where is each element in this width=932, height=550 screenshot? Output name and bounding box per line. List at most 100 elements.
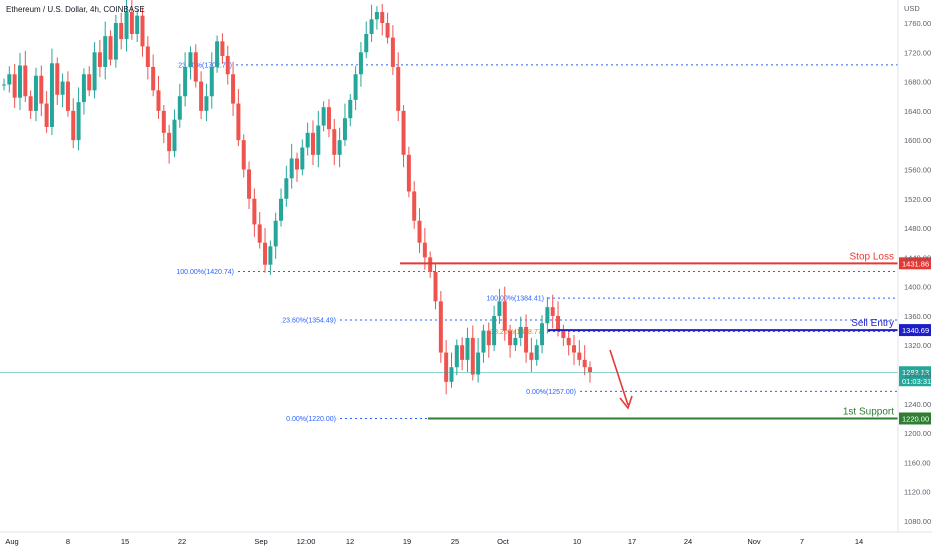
candle-body <box>145 46 150 67</box>
candle-body <box>140 15 145 47</box>
candle-body <box>332 129 337 155</box>
candle-body <box>60 81 65 95</box>
candle-body <box>284 178 289 199</box>
time-tick-label: Aug <box>5 537 18 546</box>
candle-body <box>129 12 134 34</box>
price-tick-label: 1520.00 <box>904 195 931 204</box>
candle-body <box>433 272 438 302</box>
candle-body <box>124 12 129 40</box>
candle-body <box>513 337 518 346</box>
candle-body <box>342 118 347 141</box>
candle-body <box>289 158 294 179</box>
arrow-head <box>619 395 633 410</box>
level-tag <box>899 257 931 270</box>
time-tick-label: 10 <box>573 537 581 546</box>
candle-body <box>252 198 257 225</box>
candle-body <box>231 74 236 104</box>
candle-body <box>321 107 326 126</box>
candle-body <box>103 36 108 67</box>
chart-title: Ethereum / U.S. Dollar, 4h, COINBASE <box>6 5 145 14</box>
candle-body <box>183 66 188 97</box>
candle-body <box>572 345 577 353</box>
price-tick-label: 1280.00 <box>904 371 931 380</box>
candle-body <box>193 52 198 82</box>
fib-label: 0.00%(1257.00) <box>526 389 576 396</box>
price-tick-label: 1680.00 <box>904 78 931 87</box>
time-tick-label: 8 <box>66 537 70 546</box>
candle-body <box>428 257 433 272</box>
price-tick-label: 1440.00 <box>904 253 931 262</box>
candles <box>2 0 592 395</box>
candle-body <box>209 66 214 97</box>
price-tick-label: 1400.00 <box>904 283 931 292</box>
time-tick-label: 17 <box>628 537 636 546</box>
candle-body <box>81 74 86 103</box>
candle-body <box>76 102 81 141</box>
candle-body <box>422 242 427 258</box>
price-tick-label: 1360.00 <box>904 312 931 321</box>
time-tick-label: Nov <box>747 537 761 546</box>
time-tick-label: 14 <box>855 537 863 546</box>
level-tag-text: 1340.69 <box>902 326 929 335</box>
candle-body <box>273 220 278 247</box>
level-label: Sell Entry <box>851 318 894 329</box>
candle-body <box>263 242 268 265</box>
level-tag <box>899 324 931 337</box>
projection-arrow <box>609 349 633 410</box>
candle-body <box>305 132 310 148</box>
price-tick-label: 1120.00 <box>904 488 931 497</box>
candle-body <box>300 147 305 170</box>
time-tick-label: 19 <box>403 537 411 546</box>
candle-body <box>460 345 465 360</box>
candle-body <box>87 74 92 91</box>
candle-body <box>188 52 193 67</box>
candle-body <box>348 99 353 119</box>
candle-body <box>172 119 177 152</box>
candle-body <box>17 65 22 98</box>
candle-body <box>257 224 262 243</box>
candle-body <box>55 63 60 95</box>
candle-body <box>7 74 12 85</box>
candle-body <box>497 301 502 316</box>
candle-body <box>502 301 507 331</box>
fib-label: 100.00%(1384.41) <box>486 296 544 303</box>
candle-body <box>374 12 379 20</box>
candle-body <box>161 110 166 133</box>
fib-label: 100.00%(1420.74) <box>176 269 234 276</box>
candle-body <box>113 22 118 60</box>
candle-body <box>199 81 204 111</box>
price-tick-label: 1640.00 <box>904 107 931 116</box>
time-tick-label: 15 <box>121 537 129 546</box>
price-tick-label: 1600.00 <box>904 136 931 145</box>
candle-body <box>310 132 315 155</box>
last-price-tag <box>899 366 931 387</box>
candle-body <box>2 84 6 86</box>
price-tick-label: 1480.00 <box>904 224 931 233</box>
candle-body <box>215 41 220 67</box>
time-tick-label: 7 <box>800 537 804 546</box>
time-tick-label: 22 <box>178 537 186 546</box>
price-axis: USD 1080.00 1120.00 1160.00 1200.00 1240.00 12… <box>0 0 932 533</box>
candle-body <box>65 81 70 111</box>
candle-body <box>385 22 390 38</box>
candle-body <box>380 12 385 23</box>
candle-body <box>518 326 523 338</box>
candle-body <box>177 96 182 120</box>
candle-body <box>225 55 230 75</box>
time-tick-label: Sep <box>254 537 267 546</box>
candle-body <box>476 352 481 375</box>
candle-body <box>12 74 17 98</box>
candle-body <box>92 52 97 91</box>
candle-body <box>486 330 491 346</box>
fib-label: 0.00%(1220.00) <box>286 416 336 423</box>
candle-body <box>417 220 422 243</box>
level-label: 1st Support <box>843 406 894 417</box>
candle-body <box>236 103 241 141</box>
candle-body <box>279 198 284 221</box>
candle-body <box>508 330 513 346</box>
candle-body <box>295 158 299 170</box>
candle-body <box>135 15 140 34</box>
candle-body <box>33 75 38 111</box>
fib-label: 23.60%(1702.75) <box>178 62 232 69</box>
